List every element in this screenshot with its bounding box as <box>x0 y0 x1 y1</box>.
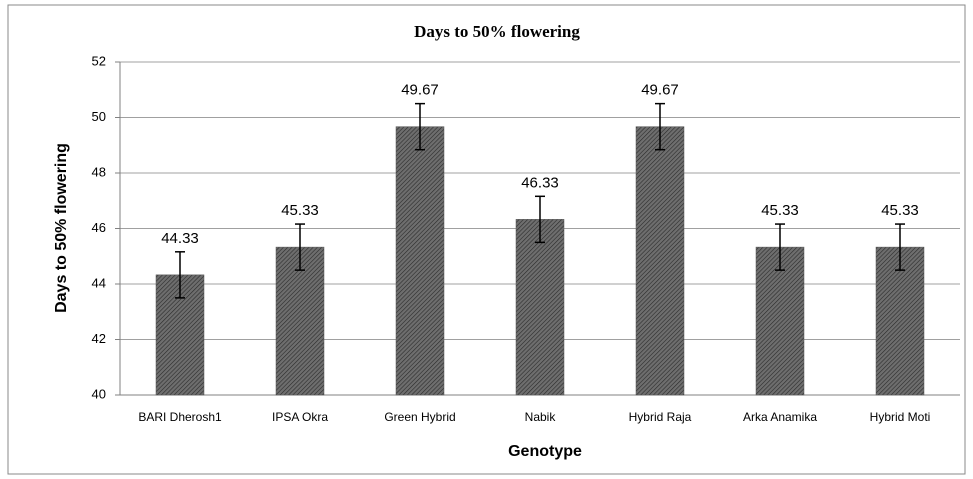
chart-title: Days to 50% flowering <box>414 22 580 41</box>
data-label: 46.33 <box>521 174 559 191</box>
y-tick-label: 52 <box>92 53 106 68</box>
data-label: 45.33 <box>281 202 319 219</box>
data-label: 49.67 <box>641 82 679 99</box>
bar <box>275 246 325 396</box>
y-tick-label: 46 <box>92 220 106 235</box>
data-label: 45.33 <box>761 202 799 219</box>
chart-border <box>7 4 966 475</box>
x-tick-label: Arka Anamika <box>743 410 817 424</box>
bar <box>395 126 445 396</box>
y-tick-label: 40 <box>92 386 106 401</box>
bar <box>875 246 925 396</box>
bar <box>515 219 565 396</box>
y-axis-title: Days to 50% flowering <box>53 143 70 313</box>
x-axis-title: Genotype <box>508 443 582 460</box>
y-tick-label: 44 <box>92 275 106 290</box>
bar <box>755 246 805 396</box>
data-label: 44.33 <box>161 230 199 247</box>
y-tick-label: 48 <box>92 164 106 179</box>
data-label: 49.67 <box>401 82 439 99</box>
x-tick-label: BARI Dherosh1 <box>138 410 222 424</box>
x-tick-label: Hybrid Moti <box>870 410 931 424</box>
x-tick-label: Green Hybrid <box>384 410 455 424</box>
y-tick-label: 50 <box>92 109 106 124</box>
bar <box>635 126 685 396</box>
x-tick-label: IPSA Okra <box>272 410 328 424</box>
data-label: 45.33 <box>881 202 919 219</box>
y-tick-label: 42 <box>92 331 106 346</box>
x-tick-label: Hybrid Raja <box>629 410 692 424</box>
x-tick-label: Nabik <box>525 410 557 424</box>
